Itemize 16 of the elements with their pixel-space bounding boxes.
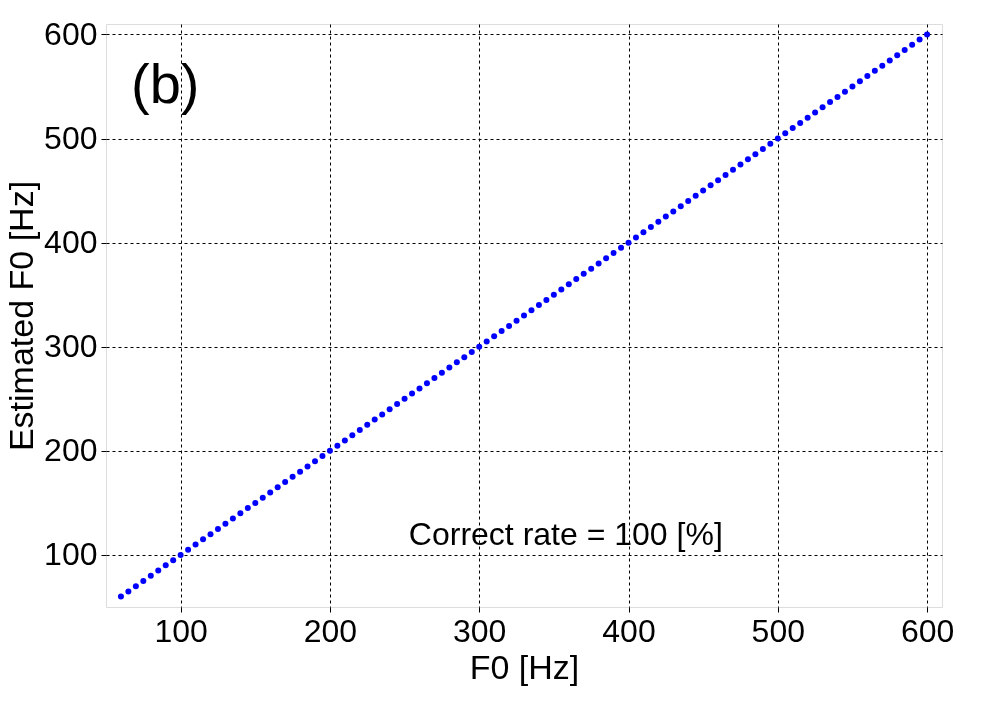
x-tick-label: 500 (751, 612, 805, 649)
y-axis-title: Estimated F0 [Hz] (2, 180, 41, 452)
y-tick-label: 200 (44, 432, 98, 469)
x-tick-label: 200 (303, 612, 358, 649)
y-tick-label: 300 (44, 328, 98, 365)
x-tick-label: 400 (602, 612, 656, 649)
y-tick-label: 100 (44, 536, 98, 573)
y-tick-label: 500 (44, 120, 98, 157)
x-tick-label: 300 (453, 612, 507, 649)
x-tick-label: 600 (900, 612, 955, 649)
x-tick-label: 100 (154, 612, 208, 649)
annotation: (b) (131, 51, 200, 115)
y-tick-label: 400 (44, 224, 98, 261)
y-tick-label: 600 (44, 15, 98, 52)
x-axis-title: F0 [Hz] (469, 647, 580, 686)
annotation: Correct rate = 100 [%] (408, 515, 723, 552)
